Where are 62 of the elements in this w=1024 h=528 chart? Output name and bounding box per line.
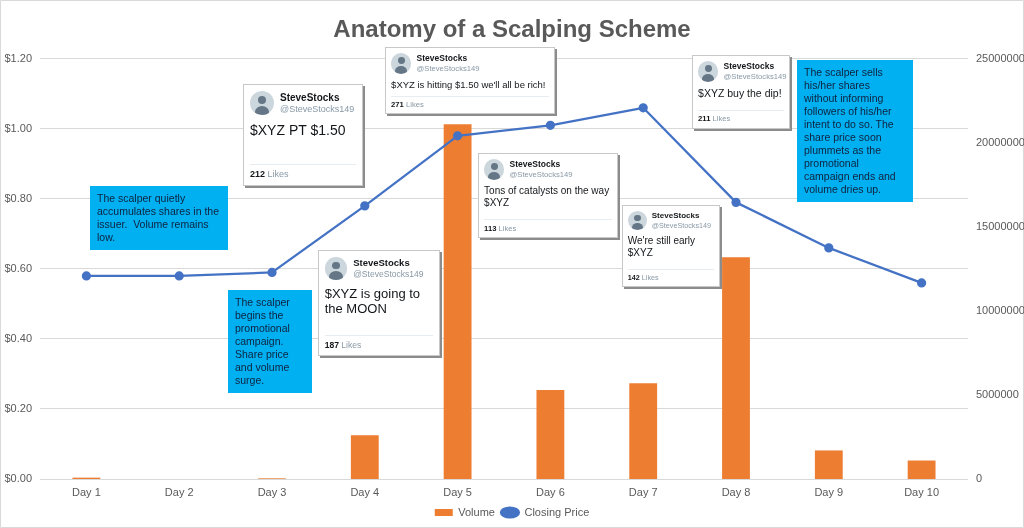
point [360, 201, 370, 211]
annotation: 212 Likes [250, 169, 289, 180]
annotation: We're still early $XYZ [627, 235, 697, 260]
x-tick-label: Day 8 [721, 485, 751, 498]
annotation: Tons of catalysts on the way $XYZ [484, 185, 611, 210]
text: The scalper sells his/her shares without informing followers of his/her intent to do so. The share price soon plummets as the promotional campaign ends and volume dries up. [804, 66, 896, 195]
y2-tick-label: 25000000 [976, 51, 1024, 64]
y-tick-label: $0.80 [4, 191, 32, 204]
point [545, 120, 556, 130]
y-tick-label: $0.40 [4, 331, 32, 344]
annotation: $XYZ buy the dip! [698, 87, 783, 100]
y2-tick-label: 20000000 [976, 135, 1024, 148]
point [638, 103, 648, 113]
y2-tick-label: 5000000 [976, 387, 1019, 400]
annotation: SteveStocks [280, 91, 341, 104]
bar [629, 383, 658, 479]
x-tick-label: Day 6 [536, 485, 565, 498]
annotation: @SteveStocks149 [280, 104, 355, 116]
annotation: The scalper begins the promotional campaign. Share price and volume surge. [228, 290, 312, 393]
annotation: $XYZ is hitting $1.50 we'll all be rich! [391, 79, 547, 91]
x-tick-label: Day 9 [814, 485, 844, 498]
y-tick-label: $0.60 [4, 261, 32, 274]
x-tick-label: Day 1 [72, 485, 101, 498]
x-tick-label: Day 10 [904, 485, 940, 498]
y-tick-label: $0.20 [4, 402, 32, 414]
point [81, 271, 92, 281]
y-tick-label: $1.20 [4, 51, 32, 64]
x-tick-label: Day 4 [350, 485, 380, 498]
bar [907, 460, 936, 479]
annotation: SteveStocks [416, 53, 469, 65]
point [916, 278, 927, 288]
annotation: $XYZ is going to the MOON [324, 285, 422, 318]
legend-label: Volume [458, 505, 495, 518]
bar [814, 450, 843, 479]
x-tick-label: Day 7 [628, 485, 658, 498]
bar [443, 124, 472, 479]
point [824, 243, 834, 253]
annotation: 187 Likes [324, 339, 362, 350]
bar [350, 435, 379, 479]
point [452, 131, 463, 141]
bar [536, 389, 565, 479]
annotation: $XYZ PT $1.50 [250, 121, 347, 139]
y-tick-label: $0.00 [4, 472, 32, 485]
y2-tick-label: 10000000 [976, 303, 1024, 316]
bar [722, 257, 750, 479]
annotation: SteveStocks [723, 61, 776, 73]
y2-tick-label: 0 [976, 472, 983, 485]
annotation: SteveStocks [509, 159, 562, 171]
legend-label: Closing Price [524, 505, 590, 518]
annotation: The scalper quietly accumulates shares in the issuer. Volume remains low. [90, 186, 228, 250]
y-tick-label: $1.00 [4, 121, 32, 134]
annotation: @SteveStocks149 [353, 269, 424, 281]
x-tick-label: Day 5 [443, 485, 472, 498]
x-tick-label: Day 3 [257, 485, 287, 498]
chart-title: Anatomy of a Scalping Scheme [333, 15, 691, 43]
point [267, 267, 277, 278]
x-tick-label: Day 2 [164, 485, 194, 498]
point [731, 197, 741, 207]
point [174, 271, 184, 281]
annotation: SteveStocks [651, 210, 701, 222]
annotation: SteveStocks [353, 256, 411, 270]
y2-tick-label: 15000000 [976, 219, 1024, 232]
